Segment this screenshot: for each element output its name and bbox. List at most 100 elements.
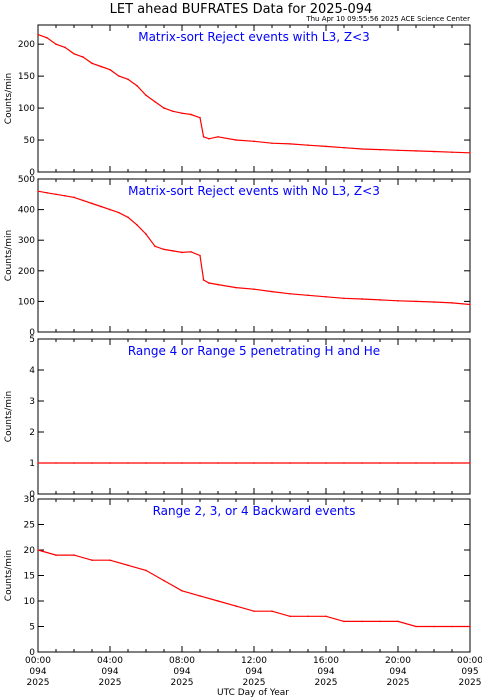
y-tick-label: 2 — [29, 428, 35, 438]
data-point — [199, 116, 201, 119]
data-point — [433, 462, 435, 464]
x-tick-label: 094 — [245, 667, 262, 677]
y-tick-label: 100 — [18, 297, 35, 307]
data-point — [73, 196, 75, 199]
data-point — [451, 462, 453, 464]
data-point — [82, 56, 84, 58]
x-tick-label: 00:00 — [457, 656, 482, 666]
data-point — [379, 462, 381, 464]
data-point — [109, 208, 111, 211]
data-point — [415, 300, 417, 303]
plot-frame — [37, 178, 471, 333]
data-point — [163, 248, 165, 251]
plot-frame — [37, 338, 471, 495]
y-tick-label: 0 — [29, 328, 35, 338]
data-point — [415, 462, 417, 464]
data-point — [307, 615, 309, 618]
data-point — [307, 294, 309, 297]
data-point — [433, 625, 435, 628]
data-point — [271, 290, 273, 293]
series-line — [37, 549, 470, 628]
x-tick-label: 094 — [389, 667, 406, 677]
x-tick-label: 2025 — [27, 678, 50, 688]
data-point — [307, 144, 309, 146]
data-point — [55, 43, 57, 45]
y-tick-label: 150 — [18, 72, 35, 82]
data-point — [127, 78, 129, 81]
data-point — [55, 462, 57, 464]
data-point — [118, 211, 120, 214]
x-tick-label: 094 — [101, 667, 118, 677]
data-point — [235, 605, 237, 607]
y-tick-label: 0 — [29, 490, 35, 500]
data-point — [100, 65, 102, 68]
y-tick-label: 0 — [29, 648, 35, 658]
data-point — [64, 195, 66, 197]
data-point — [253, 140, 255, 143]
data-point — [343, 297, 345, 300]
data-point — [91, 62, 93, 65]
data-point — [451, 302, 453, 304]
data-point — [127, 564, 129, 567]
data-point — [433, 150, 435, 153]
data-point — [271, 462, 273, 464]
data-point — [469, 303, 471, 306]
data-point — [37, 462, 39, 464]
y-axis-label: Counts/min — [4, 230, 14, 281]
data-point — [127, 462, 129, 464]
data-point — [199, 595, 201, 597]
data-point — [343, 462, 345, 464]
data-point — [397, 149, 399, 152]
x-tick-label: 12:00 — [241, 656, 267, 666]
y-tick-label: 15 — [24, 572, 35, 582]
data-point — [289, 143, 291, 145]
data-point — [46, 36, 48, 39]
data-point — [202, 136, 205, 138]
data-point — [55, 193, 57, 196]
data-point — [271, 610, 273, 612]
y-tick-label: 200 — [18, 40, 35, 50]
data-point — [217, 462, 219, 464]
data-point — [109, 462, 111, 464]
panel-3: 0 1 2 3 4 5 Range 4 or Range 5 penetrating H a… — [4, 335, 471, 500]
data-point — [217, 283, 219, 286]
data-point — [325, 296, 327, 298]
y-tick-label: 50 — [24, 136, 36, 146]
data-point — [73, 462, 75, 464]
data-point — [469, 625, 471, 628]
x-axis: 00:00094202504:00094202508:00094202512:0… — [25, 656, 482, 688]
data-point — [325, 145, 327, 148]
data-point — [199, 254, 201, 257]
y-tick-label: 100 — [18, 104, 35, 114]
data-point — [325, 462, 327, 464]
timestamp: Thu Apr 10 09:55:56 2025 ACE Science Cen… — [305, 15, 470, 23]
panel-4: 0 5 10 15 20 25 30 Range 2, 3, or 4 Backward ev… — [4, 495, 471, 658]
data-point — [145, 462, 147, 464]
data-point — [91, 559, 93, 561]
y-tick-label: 1 — [29, 459, 35, 469]
data-point — [379, 299, 381, 301]
data-point — [181, 251, 183, 254]
x-tick-label: 2025 — [459, 678, 482, 688]
y-axis-label: Counts/min — [4, 73, 14, 124]
data-point — [163, 579, 165, 582]
data-point — [397, 462, 399, 464]
panel-1: 0 50 100 150 200 Matrix-sort Reject events wi… — [4, 24, 471, 178]
data-point — [37, 549, 39, 551]
data-point — [253, 610, 255, 612]
y-tick-label: 300 — [18, 236, 35, 246]
data-point — [118, 75, 120, 77]
x-tick-label: 094 — [317, 667, 334, 677]
x-tick-label: 2025 — [99, 678, 122, 688]
series-line — [37, 190, 471, 306]
data-point — [433, 301, 435, 303]
data-point — [73, 52, 75, 55]
y-tick-label: 25 — [24, 521, 35, 531]
data-point — [289, 615, 291, 618]
x-tick-label: 20:00 — [385, 656, 411, 666]
plot-frame — [37, 498, 471, 653]
x-axis-label: UTC Day of Year — [217, 688, 289, 698]
data-point — [361, 462, 363, 464]
x-tick-label: 094 — [29, 667, 46, 677]
